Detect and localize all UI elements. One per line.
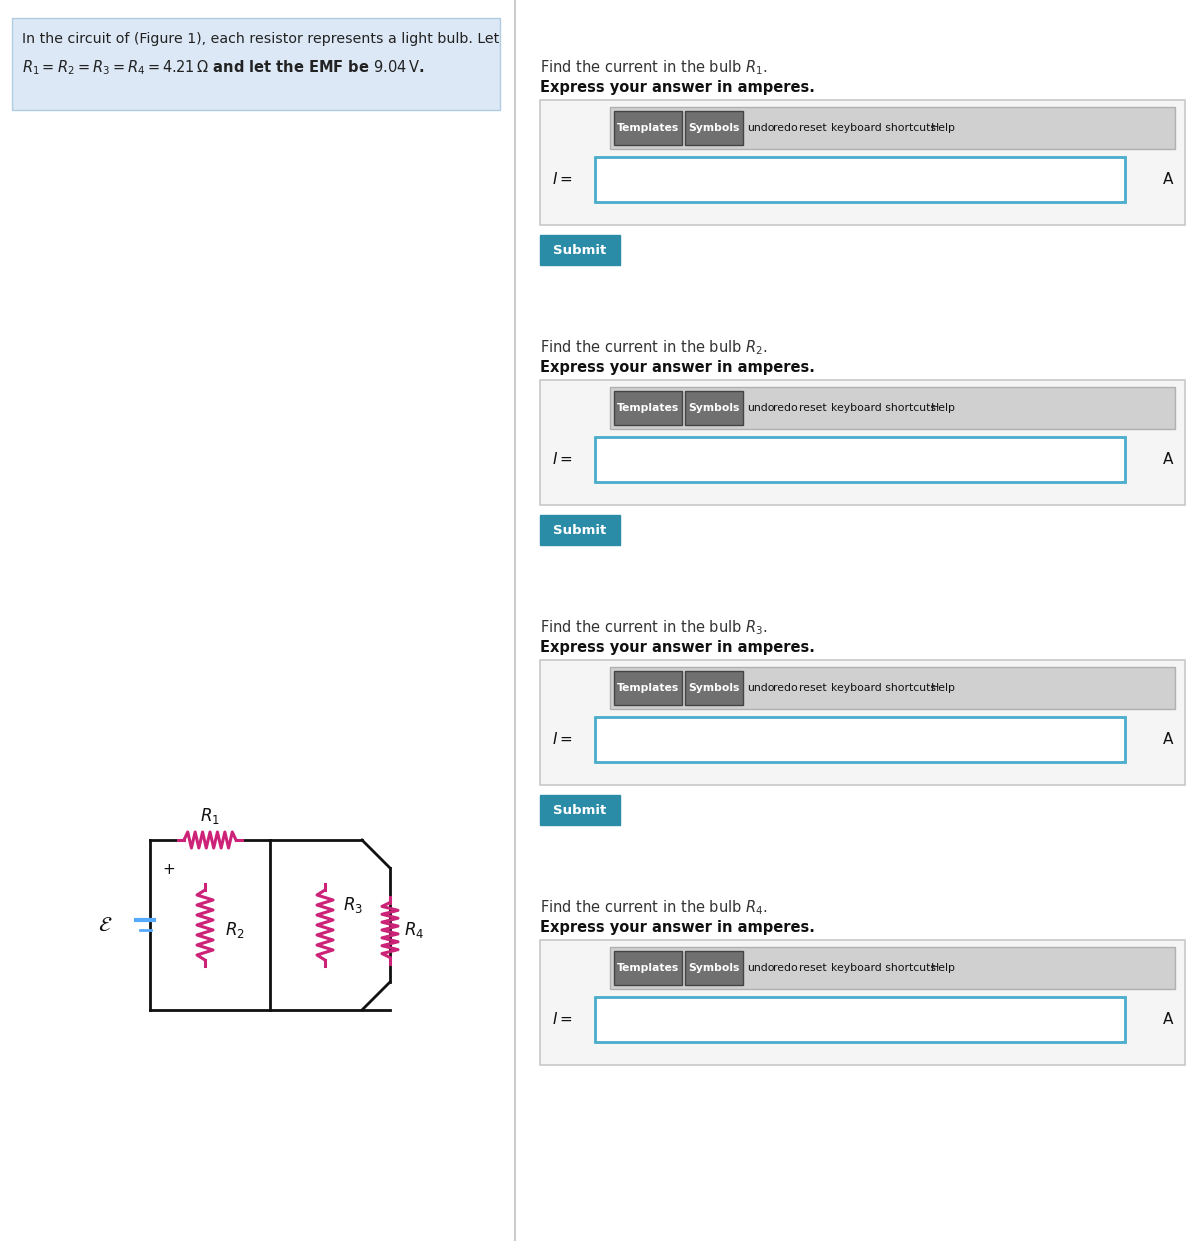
Bar bbox=[610, 107, 1175, 149]
Bar bbox=[12, 19, 500, 110]
Bar bbox=[540, 660, 1186, 786]
Bar bbox=[595, 717, 1126, 762]
Text: Submit: Submit bbox=[553, 524, 607, 536]
Text: Submit: Submit bbox=[553, 803, 607, 817]
Bar bbox=[610, 666, 1175, 709]
Bar bbox=[540, 235, 620, 266]
Text: Help: Help bbox=[931, 963, 956, 973]
Text: $R_4$: $R_4$ bbox=[404, 920, 425, 939]
Bar bbox=[610, 387, 1175, 429]
Text: keyboard shortcuts: keyboard shortcuts bbox=[830, 683, 936, 692]
Text: $I =$: $I =$ bbox=[552, 452, 572, 468]
Bar bbox=[540, 795, 620, 825]
Bar bbox=[685, 110, 743, 145]
Bar bbox=[614, 110, 682, 145]
Text: Express your answer in amperes.: Express your answer in amperes. bbox=[540, 360, 815, 375]
Bar bbox=[610, 947, 1175, 989]
Text: $R_3$: $R_3$ bbox=[343, 895, 364, 915]
Text: A: A bbox=[1163, 732, 1174, 747]
Text: Express your answer in amperes.: Express your answer in amperes. bbox=[540, 920, 815, 934]
Text: Templates: Templates bbox=[617, 963, 679, 973]
Text: reset: reset bbox=[799, 683, 827, 692]
Bar bbox=[614, 951, 682, 985]
Text: $R_2$: $R_2$ bbox=[226, 920, 245, 939]
Text: redo: redo bbox=[773, 403, 798, 413]
Text: Submit: Submit bbox=[553, 243, 607, 257]
Text: $I =$: $I =$ bbox=[552, 1011, 572, 1028]
Bar bbox=[540, 939, 1186, 1065]
Bar bbox=[685, 951, 743, 985]
Text: $+$: $+$ bbox=[162, 862, 175, 877]
Text: Express your answer in amperes.: Express your answer in amperes. bbox=[540, 79, 815, 96]
Text: Templates: Templates bbox=[617, 123, 679, 133]
Text: redo: redo bbox=[773, 683, 798, 692]
Bar bbox=[540, 101, 1186, 225]
Text: A: A bbox=[1163, 452, 1174, 467]
Text: A: A bbox=[1163, 1011, 1174, 1028]
Text: keyboard shortcuts: keyboard shortcuts bbox=[830, 123, 936, 133]
Text: redo: redo bbox=[773, 963, 798, 973]
Text: undo: undo bbox=[746, 123, 774, 133]
Bar bbox=[595, 997, 1126, 1042]
Text: undo: undo bbox=[746, 403, 774, 413]
Text: keyboard shortcuts: keyboard shortcuts bbox=[830, 963, 936, 973]
Bar bbox=[595, 437, 1126, 482]
Text: $I =$: $I =$ bbox=[552, 171, 572, 187]
Text: reset: reset bbox=[799, 963, 827, 973]
Text: undo: undo bbox=[746, 683, 774, 692]
Text: $\mathcal{E}$: $\mathcal{E}$ bbox=[97, 915, 112, 934]
Text: $R_1 = R_2 = R_3 = R_4 = 4.21\,\Omega$ and let the EMF be $9.04\,\mathrm{V}$.: $R_1 = R_2 = R_3 = R_4 = 4.21\,\Omega$ a… bbox=[22, 58, 425, 77]
Bar bbox=[540, 380, 1186, 505]
Text: Find the current in the bulb $R_2$.: Find the current in the bulb $R_2$. bbox=[540, 338, 768, 356]
Bar bbox=[614, 671, 682, 705]
Text: Templates: Templates bbox=[617, 403, 679, 413]
Text: Symbols: Symbols bbox=[689, 963, 739, 973]
Text: In the circuit of (Figure 1), each resistor represents a light bulb. Let: In the circuit of (Figure 1), each resis… bbox=[22, 32, 499, 46]
Bar bbox=[614, 391, 682, 424]
Bar bbox=[595, 158, 1126, 202]
Text: Find the current in the bulb $R_4$.: Find the current in the bulb $R_4$. bbox=[540, 898, 768, 917]
Text: reset: reset bbox=[799, 403, 827, 413]
Bar bbox=[685, 671, 743, 705]
Text: $R_1$: $R_1$ bbox=[200, 805, 220, 827]
Text: Help: Help bbox=[931, 403, 956, 413]
Text: Find the current in the bulb $R_3$.: Find the current in the bulb $R_3$. bbox=[540, 618, 768, 637]
Text: Templates: Templates bbox=[617, 683, 679, 692]
Bar bbox=[540, 515, 620, 545]
Text: undo: undo bbox=[746, 963, 774, 973]
Text: keyboard shortcuts: keyboard shortcuts bbox=[830, 403, 936, 413]
Text: Express your answer in amperes.: Express your answer in amperes. bbox=[540, 640, 815, 655]
Text: A: A bbox=[1163, 172, 1174, 187]
Text: redo: redo bbox=[773, 123, 798, 133]
Bar bbox=[685, 391, 743, 424]
Text: Symbols: Symbols bbox=[689, 403, 739, 413]
Text: $I =$: $I =$ bbox=[552, 731, 572, 747]
Text: reset: reset bbox=[799, 123, 827, 133]
Text: Symbols: Symbols bbox=[689, 123, 739, 133]
Text: Help: Help bbox=[931, 683, 956, 692]
Text: Help: Help bbox=[931, 123, 956, 133]
Text: Symbols: Symbols bbox=[689, 683, 739, 692]
Text: Find the current in the bulb $R_1$.: Find the current in the bulb $R_1$. bbox=[540, 58, 768, 77]
